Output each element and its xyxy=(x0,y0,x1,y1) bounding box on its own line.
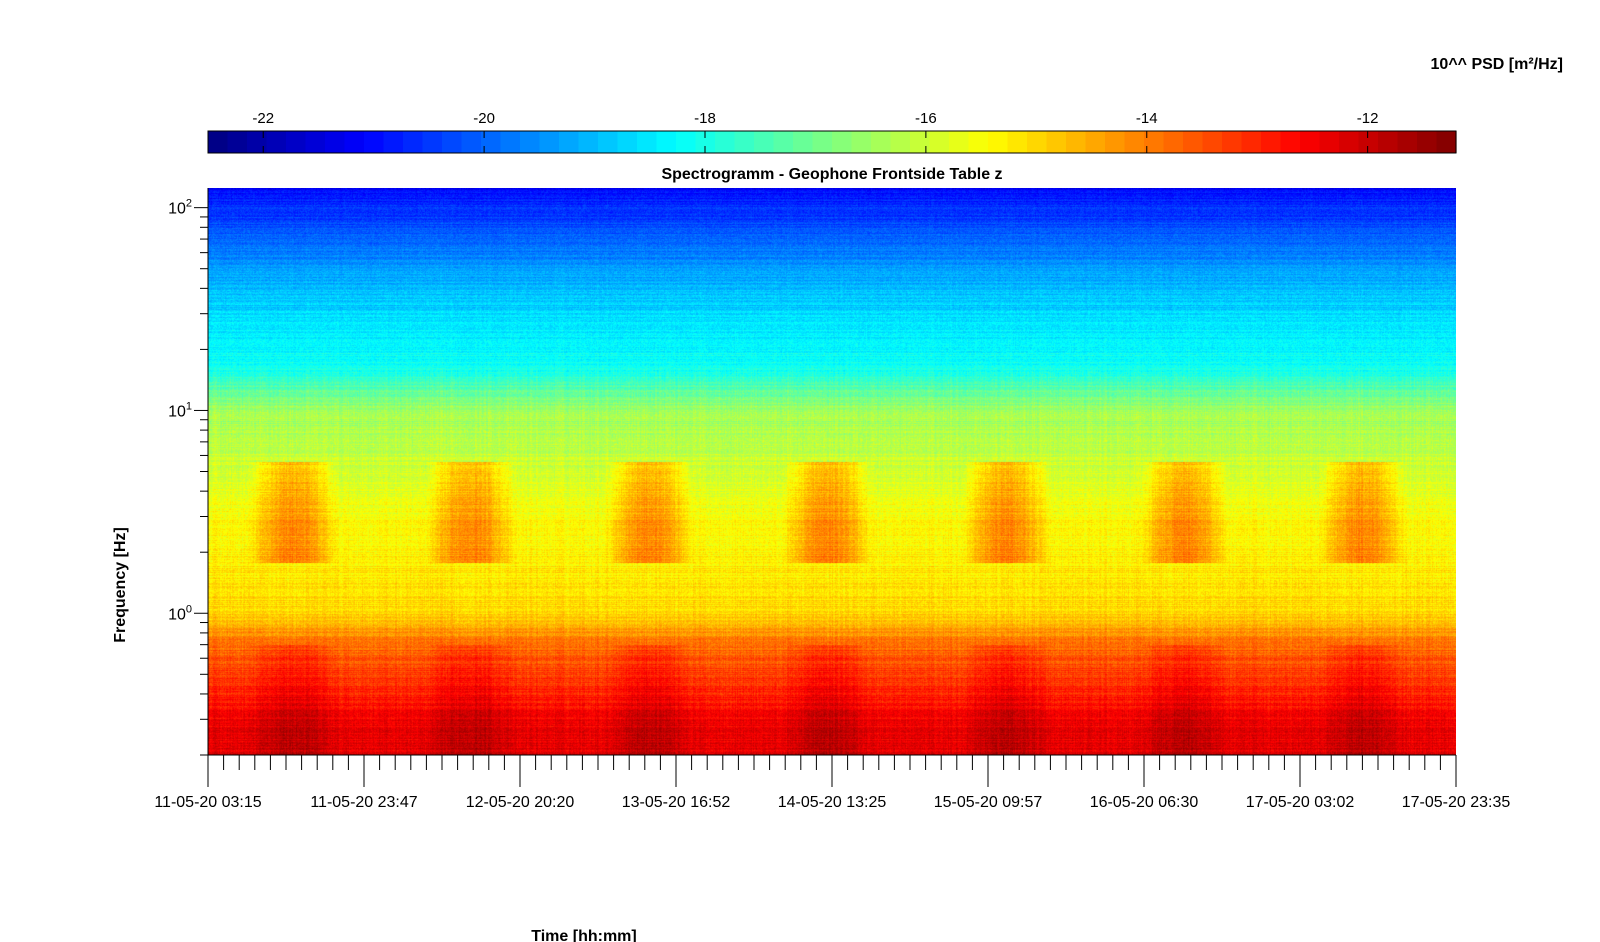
colorbar-cell xyxy=(754,131,775,153)
colorbar-cell xyxy=(812,131,833,153)
x-tick-label: 17-05-20 23:35 xyxy=(1402,794,1511,811)
colorbar-cell xyxy=(500,131,521,153)
x-tick-label: 14-05-20 13:25 xyxy=(778,794,887,811)
spectrogram-plot: 102 101 100 11-05-20 03:15 11-05-20 23:47 12… xyxy=(154,188,1510,811)
colorbar-cell xyxy=(520,131,541,153)
colorbar-cell xyxy=(1378,131,1399,153)
colorbar-cell xyxy=(422,131,443,153)
colorbar-cell xyxy=(637,131,658,153)
colorbar-cell xyxy=(1202,131,1223,153)
colorbar-cell xyxy=(442,131,463,153)
colorbar-cell xyxy=(266,131,287,153)
colorbar-tick-label: -22 xyxy=(252,110,274,127)
colorbar-label: 10^^ PSD [m²/Hz] xyxy=(1431,56,1563,73)
colorbar-cell xyxy=(1261,131,1282,153)
colorbar-cell xyxy=(247,131,268,153)
colorbar-cell xyxy=(1358,131,1379,153)
colorbar-cell xyxy=(481,131,502,153)
colorbar-cell xyxy=(929,131,950,153)
colorbar-cell xyxy=(968,131,989,153)
colorbar-cell xyxy=(1417,131,1438,153)
x-tick-label: 16-05-20 06:30 xyxy=(1090,794,1199,811)
colorbar-cell xyxy=(617,131,638,153)
colorbar-cell xyxy=(695,131,716,153)
colorbar-cell xyxy=(227,131,248,153)
colorbar-cell xyxy=(832,131,853,153)
colorbar: -22 -20 -18 -16 -14 -12 xyxy=(207,110,1457,154)
colorbar-cell xyxy=(1085,131,1106,153)
colorbar-tick-label: -14 xyxy=(1136,110,1158,127)
colorbar-cell xyxy=(364,131,385,153)
y-tick-label: 101 xyxy=(168,400,192,420)
colorbar-cell xyxy=(1436,131,1457,153)
colorbar-cell xyxy=(676,131,697,153)
colorbar-cell xyxy=(286,131,307,153)
colorbar-cell xyxy=(344,131,365,153)
colorbar-cell xyxy=(1027,131,1048,153)
y-tick-label: 100 xyxy=(168,603,192,623)
y-axis: 102 101 100 xyxy=(168,188,209,756)
colorbar-cell xyxy=(656,131,677,153)
colorbar-cell xyxy=(305,131,326,153)
spectrogram-image xyxy=(208,188,1456,755)
colorbar-cell xyxy=(734,131,755,153)
colorbar-cell xyxy=(383,131,404,153)
colorbar-cell xyxy=(208,131,229,153)
colorbar-cell xyxy=(1105,131,1126,153)
x-tick-label: 11-05-20 23:47 xyxy=(310,794,417,811)
colorbar-cell xyxy=(949,131,970,153)
colorbar-cell xyxy=(1124,131,1145,153)
colorbar-cell xyxy=(1066,131,1087,153)
colorbar-tick-label: -16 xyxy=(915,110,937,127)
colorbar-cell xyxy=(793,131,814,153)
colorbar-cell xyxy=(559,131,580,153)
colorbar-gradient xyxy=(208,131,1457,153)
colorbar-cell xyxy=(1241,131,1262,153)
colorbar-cell xyxy=(1046,131,1067,153)
colorbar-cell xyxy=(578,131,599,153)
colorbar-cell xyxy=(1339,131,1360,153)
colorbar-cell xyxy=(1280,131,1301,153)
x-tick-label: 12-05-20 20:20 xyxy=(466,794,575,811)
colorbar-cell xyxy=(403,131,424,153)
colorbar-cell xyxy=(598,131,619,153)
colorbar-cell xyxy=(1300,131,1321,153)
x-axis: 11-05-20 03:15 11-05-20 23:47 12-05-20 20:… xyxy=(154,754,1511,811)
x-tick-label: 17-05-20 03:02 xyxy=(1246,794,1355,811)
colorbar-tick-label: -18 xyxy=(694,110,716,127)
colorbar-tick-label: -12 xyxy=(1357,110,1379,127)
y-tick-label: 102 xyxy=(168,198,192,218)
colorbar-cell xyxy=(715,131,736,153)
x-tick-label: 11-05-20 03:15 xyxy=(154,794,261,811)
colorbar-cell xyxy=(1397,131,1418,153)
x-tick-label: 15-05-20 09:57 xyxy=(934,794,1043,811)
colorbar-cell xyxy=(1163,131,1184,153)
colorbar-cell xyxy=(773,131,794,153)
colorbar-cell xyxy=(461,131,482,153)
y-axis-label: Frequency [Hz] xyxy=(112,527,129,643)
colorbar-frame xyxy=(207,130,1457,154)
colorbar-cell xyxy=(1222,131,1243,153)
chart-title: Spectrogramm - Geophone Frontside Table … xyxy=(661,166,1002,183)
colorbar-cell xyxy=(871,131,892,153)
colorbar-ticks: -22 -20 -18 -16 -14 -12 xyxy=(252,110,1378,153)
colorbar-cell xyxy=(851,131,872,153)
colorbar-cell xyxy=(539,131,560,153)
colorbar-cell xyxy=(1144,131,1165,153)
colorbar-cell xyxy=(1007,131,1028,153)
colorbar-tick-label: -20 xyxy=(473,110,495,127)
colorbar-cell xyxy=(890,131,911,153)
colorbar-cell xyxy=(910,131,931,153)
x-axis-label: Time [hh:mm] xyxy=(531,928,636,942)
colorbar-cell xyxy=(1319,131,1340,153)
colorbar-cell xyxy=(1183,131,1204,153)
colorbar-cell xyxy=(988,131,1009,153)
x-tick-label: 13-05-20 16:52 xyxy=(622,794,731,811)
colorbar-cell xyxy=(325,131,346,153)
